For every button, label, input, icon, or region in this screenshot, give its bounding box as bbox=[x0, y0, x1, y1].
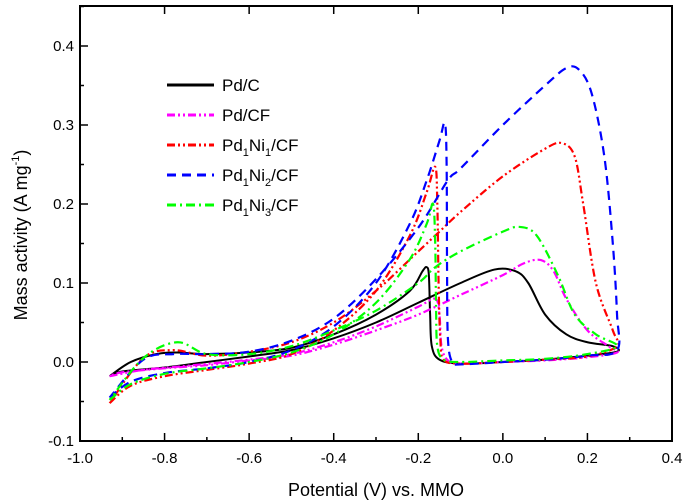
series-line-pd1ni1-cf bbox=[108, 141, 620, 404]
x-tick-label: 0.0 bbox=[492, 450, 513, 467]
legend-label-subscript: 1 bbox=[265, 147, 271, 159]
legend-label-subscript: 1 bbox=[243, 207, 249, 219]
legend-label-part: Pd bbox=[222, 136, 243, 155]
y-tick-label: -0.1 bbox=[48, 433, 74, 450]
legend-label-part: Pd bbox=[222, 166, 243, 185]
legend-label: Pd1Ni1/CF bbox=[222, 136, 299, 159]
y-tick-label: 0.1 bbox=[53, 275, 74, 292]
legend-label-part: Ni bbox=[249, 196, 265, 215]
legend-label-part: /CF bbox=[271, 196, 298, 215]
legend-label-part: /CF bbox=[271, 166, 298, 185]
legend-label: Pd1Ni2/CF bbox=[222, 166, 299, 189]
legend-label: Pd/C bbox=[222, 76, 260, 95]
legend-label-part: Pd/C bbox=[222, 76, 260, 95]
y-tick-label: 0.2 bbox=[53, 196, 74, 213]
legend-label-part: Ni bbox=[249, 136, 265, 155]
y-axis-title-main: Mass activity (A mg bbox=[11, 165, 31, 320]
x-axis-title: Potential (V) vs. MMO bbox=[288, 480, 464, 500]
y-axis-title-suffix: ) bbox=[11, 150, 31, 156]
x-tick-label: -0.6 bbox=[236, 450, 262, 467]
y-tick-label: 0.0 bbox=[53, 354, 74, 371]
legend-label-part: Pd bbox=[222, 196, 243, 215]
x-axis: -1.0 -0.8 -0.6 -0.4 -0.2 0.0 0.2 0.4 bbox=[67, 6, 682, 467]
series-line-pd1ni2-cf bbox=[108, 65, 621, 399]
legend-label-part: Ni bbox=[249, 166, 265, 185]
y-axis-title: Mass activity (A mg-1) bbox=[10, 150, 31, 321]
legend-label-subscript: 3 bbox=[265, 207, 271, 219]
y-axis-title-sup: -1 bbox=[10, 156, 22, 166]
legend-label-part: Pd/CF bbox=[222, 106, 270, 125]
x-tick-label: 0.2 bbox=[577, 450, 598, 467]
x-tick-label: -1.0 bbox=[67, 450, 93, 467]
legend-label-part: /CF bbox=[271, 136, 298, 155]
x-tick-label: -0.2 bbox=[405, 450, 431, 467]
legend-label: Pd/CF bbox=[222, 106, 270, 125]
legend-label-subscript: 1 bbox=[243, 147, 249, 159]
y-axis: -0.1 0.0 0.1 0.2 0.3 0.4 bbox=[48, 5, 88, 450]
x-tick-label: -0.8 bbox=[152, 450, 178, 467]
x-tick-label: -0.4 bbox=[321, 450, 347, 467]
curves-layer bbox=[108, 65, 621, 404]
x-tick-label: 0.4 bbox=[662, 450, 683, 467]
y-tick-label: 0.4 bbox=[53, 38, 74, 55]
legend-label-subscript: 2 bbox=[265, 177, 271, 189]
legend-label-subscript: 1 bbox=[243, 177, 249, 189]
y-tick-label: 0.3 bbox=[53, 117, 74, 134]
legend-label: Pd1Ni3/CF bbox=[222, 196, 299, 219]
series-line-pd1ni3-cf bbox=[108, 202, 619, 401]
